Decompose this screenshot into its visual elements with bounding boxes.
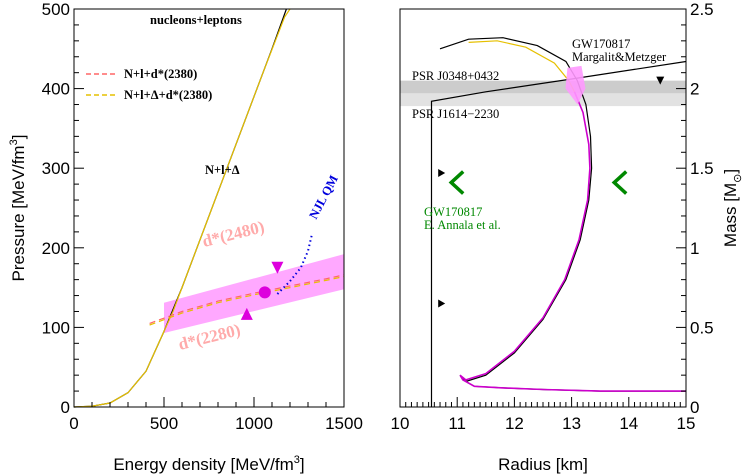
band-psr0348 [400,80,686,94]
psr-j0348-label: PSR J0348+0432 [412,69,499,83]
left-plot-frame [73,8,345,408]
series-line-3 [149,275,345,326]
triangle-up-marker [240,307,253,320]
series-line-3 [430,60,687,407]
y-tick-label: 0.5 [690,318,714,337]
y-tick-label: 100 [42,318,70,337]
x-tick-label: 12 [505,414,524,433]
left-marker-layer [240,261,284,320]
njl-qm-label: NJL QM [306,173,341,222]
y-tick-label: 0 [690,398,699,417]
left-y-axis-title: Pressure [MeV/fm3] [8,135,28,282]
nucleons-leptons-label: nucleons+leptons [150,13,242,27]
right-chart-panel: 10 11 12 13 14 1500.511.522.5 PSR J0348+0432 … [391,0,744,474]
right-x-axis-title: Radius [km] [498,455,588,474]
legend-label-delta-d2380: N+l+Δ+d*(2380) [124,88,212,102]
y-tick-label: 200 [42,239,70,258]
d2480-label: d*(2480) [200,217,266,251]
series-line-2 [459,91,686,392]
x-tick-label: 0 [69,414,78,433]
legend-label-d2380: N+l+d*(2380) [124,67,197,81]
circle-marker [258,286,271,299]
x-tick-label: 14 [619,414,638,433]
right-band-layer [400,80,686,107]
gw-annala-label-line2: E. Annala et al. [424,218,501,232]
y-tick-label: 2 [690,80,699,99]
n-l-delta-label: N+l+Δ [205,163,240,177]
x-tick-label: 11 [448,414,466,433]
d-star-band [164,254,344,333]
series-line-4 [276,235,313,295]
x-tick-label: 1000 [235,414,273,433]
x-tick-label: 1500 [325,414,363,433]
triangle-right-marker [438,299,446,308]
triangle-right-marker [438,168,446,177]
left-chart-panel: 0 500 1000 1500 0 100 200 300 400 500 nucleons+le… [8,0,363,474]
x-tick-label: 10 [391,414,410,433]
gw-margalit-arrow [565,65,586,105]
triangle-down-marker [271,261,284,274]
y-tick-label: 400 [42,80,70,99]
triangle-down-marker [656,76,665,85]
x-tick-label: 15 [677,414,696,433]
chevron-left-marker [611,170,628,195]
left-band-layer [164,254,344,333]
gw-margalit-label-line1: GW170817 [572,37,630,51]
right-marker-layer [438,76,665,308]
right-series-layer [430,37,687,407]
right-y-axis-title: Mass [M⊙] [721,169,744,247]
left-x-axis-title: Energy density [MeV/fm3] [113,454,304,474]
chevron-left-marker [448,170,465,195]
left-series-layer [73,8,345,408]
y-tick-label: 1 [690,239,699,258]
x-tick-label: 13 [562,414,581,433]
psr-j1614-label: PSR J1614−2230 [412,107,499,121]
y-tick-label: 300 [42,159,70,178]
x-tick-label: 500 [150,414,178,433]
series-line-2 [149,274,345,324]
left-axis-ticks: 0 500 1000 1500 0 100 200 300 400 500 [42,0,363,433]
band-psr1614 [400,93,686,107]
series-line-1 [73,8,291,408]
y-tick-label: 500 [42,0,70,19]
gw-annala-label-line1: GW170817 [424,205,482,219]
right-axis-ticks: 10 11 12 13 14 150 0.5 1 1.5 2 2.5 [391,0,714,433]
y-tick-label: 1.5 [690,159,714,178]
gw-margalit-label-line2: Margalit&Metzger [572,50,667,64]
y-tick-label: 2.5 [690,0,714,19]
y-tick-label: 0 [61,398,70,417]
